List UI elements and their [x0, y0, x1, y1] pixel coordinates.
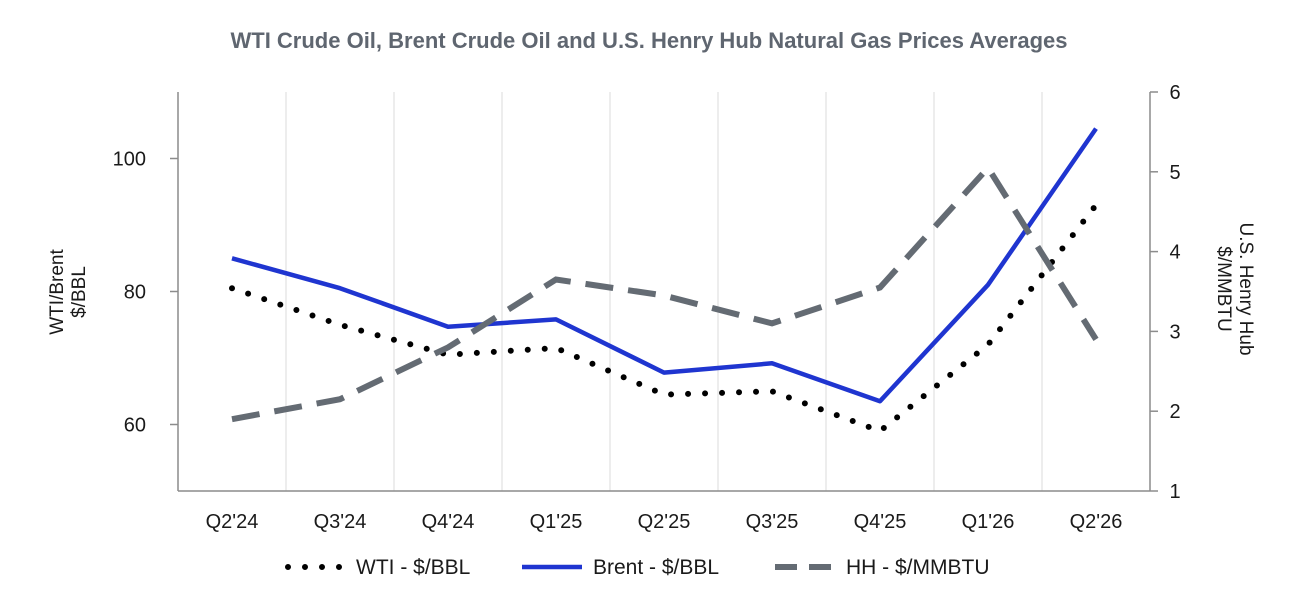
- left-axis-label-line-2: $/BBL: [69, 266, 90, 318]
- series-line-2: [231, 162, 1099, 423]
- legend: WTI - $/BBL Brent - $/BBL HH - $/MMBTU: [285, 556, 990, 579]
- series-line-0: [229, 202, 1099, 435]
- chart-title: WTI Crude Oil, Brent Crude Oil and U.S. …: [230, 28, 1067, 53]
- x-tick-label: Q1'26: [962, 511, 1015, 533]
- right-tick-label: 6: [1169, 82, 1180, 104]
- x-axis-ticks: Q2'24 Q3'24 Q4'24 Q1'25 Q2'25 Q3'25 Q4'25 Q1'26…: [206, 511, 1123, 533]
- x-tick-label: Q2'25: [638, 511, 691, 533]
- legend-label-0: WTI - $/BBL: [356, 556, 470, 579]
- right-tick-label: 4: [1169, 242, 1180, 264]
- x-tick-label: Q1'25: [530, 511, 583, 533]
- x-tick-label: Q4'25: [854, 511, 907, 533]
- right-axis-ticks: 1 2 3 4 5 6: [1150, 82, 1181, 503]
- left-tick-label: 100: [113, 149, 146, 171]
- x-tick-label: Q2'26: [1070, 511, 1123, 533]
- legend-label-1: Brent - $/BBL: [593, 556, 719, 579]
- series-group: [229, 127, 1099, 435]
- x-tick-label: Q2'24: [206, 511, 259, 533]
- right-tick-label: 3: [1169, 321, 1180, 343]
- x-tick-label: Q4'24: [422, 511, 475, 533]
- axes: [177, 92, 1151, 492]
- legend-label-2: HH - $/MMBTU: [846, 556, 990, 579]
- left-axis-label-line-1: WTI/Brent: [47, 249, 68, 335]
- right-tick-label: 5: [1169, 162, 1180, 184]
- right-axis-label-line-2: $/MMBTU: [1213, 246, 1234, 332]
- left-tick-label: 80: [124, 282, 146, 304]
- right-axis-label-line-1: U.S. Henry Hub: [1235, 222, 1256, 355]
- series-line-1: [231, 127, 1098, 404]
- right-tick-label: 1: [1169, 481, 1180, 503]
- left-tick-label: 60: [124, 415, 146, 437]
- x-tick-label: Q3'25: [746, 511, 799, 533]
- x-tick-label: Q3'24: [314, 511, 367, 533]
- left-axis-ticks: 60 80 100: [113, 149, 178, 437]
- right-tick-label: 2: [1169, 401, 1180, 423]
- grid-lines: [285, 92, 1043, 491]
